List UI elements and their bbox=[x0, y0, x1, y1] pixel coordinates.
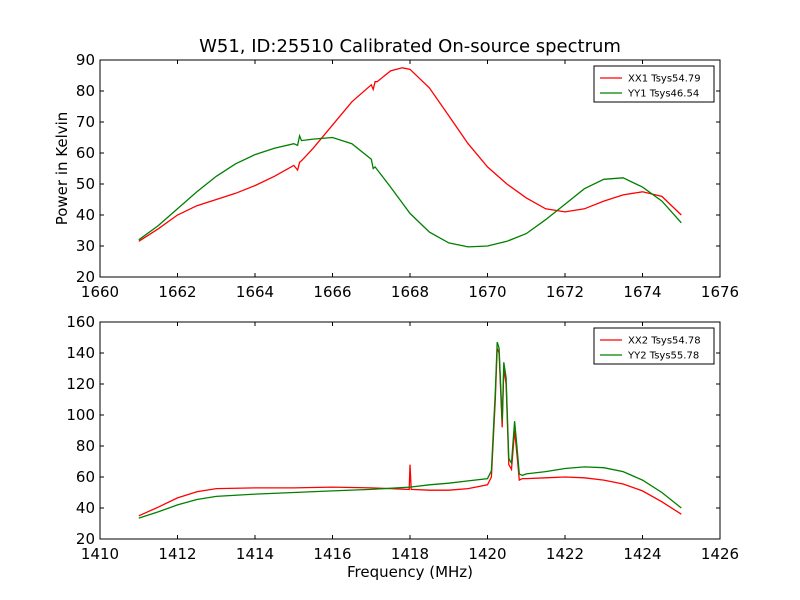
top-x-tick-label: 1662 bbox=[158, 283, 196, 301]
top-legend: XX1 Tsys54.79 YY1 Tsys46.54 bbox=[593, 65, 715, 103]
top-ticks: 1660 1662 1664 1666 1668 1670 1672 1674 1676 20 30… bbox=[76, 51, 739, 301]
top-x-tick-label: 1676 bbox=[701, 283, 739, 301]
bottom-y-tick-label: 160 bbox=[66, 313, 95, 331]
bottom-y-tick-label: 120 bbox=[66, 375, 95, 393]
bottom-legend-label-2: YY2 Tsys55.78 bbox=[627, 351, 699, 362]
top-x-tick-label: 1660 bbox=[81, 283, 119, 301]
bottom-x-tick-label: 1410 bbox=[81, 545, 119, 563]
bottom-series-line-2 bbox=[138, 341, 682, 519]
top-series-line-1 bbox=[138, 67, 682, 242]
top-x-tick-label: 1672 bbox=[546, 283, 584, 301]
bottom-y-tick-label: 80 bbox=[76, 437, 95, 455]
top-y-tick-label: 40 bbox=[76, 206, 95, 224]
top-y-tick-label: 30 bbox=[76, 237, 95, 255]
bottom-x-tick-label: 1416 bbox=[313, 545, 351, 563]
bottom-series-line-1 bbox=[138, 348, 682, 517]
bottom-x-axis-label: Frequency (MHz) bbox=[347, 563, 473, 581]
top-legend-box bbox=[593, 65, 715, 103]
bottom-plot-area bbox=[138, 341, 682, 519]
top-y-tick-label: 80 bbox=[76, 82, 95, 100]
top-series-line-2 bbox=[138, 133, 682, 248]
top-legend-label-1: XX1 Tsys54.79 bbox=[628, 74, 701, 85]
bottom-legend: XX2 Tsys54.78 YY2 Tsys55.78 bbox=[593, 327, 715, 365]
top-x-tick-label: 1670 bbox=[468, 283, 506, 301]
top-x-tick-label: 1668 bbox=[391, 283, 429, 301]
bottom-x-tick-label: 1426 bbox=[701, 545, 739, 563]
bottom-y-tick-label: 100 bbox=[66, 406, 95, 424]
top-y-tick-label: 20 bbox=[76, 268, 95, 286]
top-y-tick-label: 90 bbox=[76, 51, 95, 69]
top-y-tick-label: 50 bbox=[76, 175, 95, 193]
top-axes: 1660 1662 1664 1666 1668 1670 1672 1674 1676 20 30… bbox=[53, 51, 739, 301]
bottom-x-tick-label: 1422 bbox=[546, 545, 584, 563]
bottom-y-tick-label: 20 bbox=[76, 530, 95, 548]
chart-title: W51, ID:25510 Calibrated On-source spect… bbox=[199, 36, 621, 57]
bottom-x-tick-label: 1418 bbox=[391, 545, 429, 563]
top-y-axis-label: Power in Kelvin bbox=[53, 112, 71, 226]
top-legend-label-2: YY1 Tsys46.54 bbox=[627, 89, 699, 100]
bottom-ticks: 1410 1412 1414 1416 1418 1420 1422 1424 1426 20 40… bbox=[66, 313, 739, 563]
top-y-tick-label: 70 bbox=[76, 113, 95, 131]
bottom-legend-label-1: XX2 Tsys54.78 bbox=[628, 336, 701, 347]
top-x-tick-label: 1666 bbox=[313, 283, 351, 301]
bottom-x-tick-label: 1414 bbox=[236, 545, 274, 563]
bottom-y-tick-label: 140 bbox=[66, 344, 95, 362]
top-y-tick-label: 60 bbox=[76, 144, 95, 162]
top-x-tick-label: 1674 bbox=[623, 283, 661, 301]
top-x-tick-label: 1664 bbox=[236, 283, 274, 301]
bottom-axes: 1410 1412 1414 1416 1418 1420 1422 1424 1426 20 40… bbox=[66, 313, 739, 581]
bottom-legend-box bbox=[593, 327, 715, 365]
bottom-y-tick-label: 60 bbox=[76, 468, 95, 486]
bottom-x-tick-label: 1424 bbox=[623, 545, 661, 563]
top-plot-area bbox=[138, 67, 682, 248]
bottom-y-tick-label: 40 bbox=[76, 499, 95, 517]
bottom-x-tick-label: 1412 bbox=[158, 545, 196, 563]
bottom-x-tick-label: 1420 bbox=[468, 545, 506, 563]
